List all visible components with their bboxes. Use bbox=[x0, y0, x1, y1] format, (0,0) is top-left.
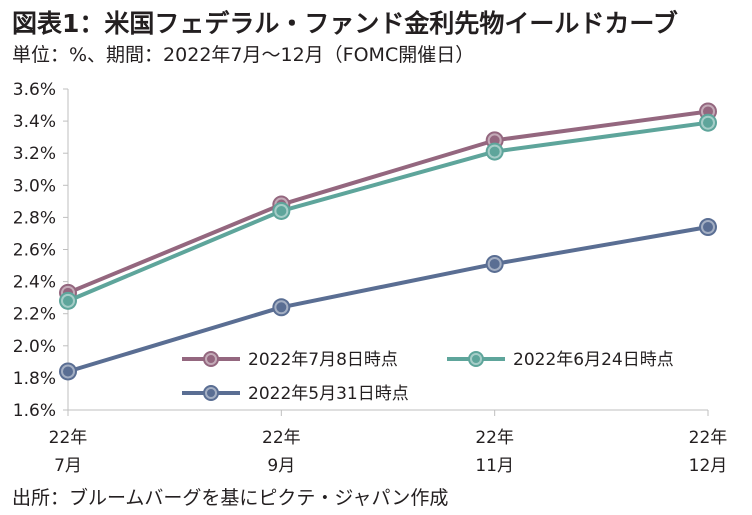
chart-source: 出所：ブルームバーグを基にピクテ・ジャパン作成 bbox=[12, 487, 449, 509]
y-tick-label: 2.6% bbox=[13, 241, 56, 261]
y-tick-label: 2.0% bbox=[13, 337, 56, 357]
data-point-ring bbox=[61, 293, 75, 308]
x-tick-label-month: 12月 bbox=[689, 456, 728, 476]
data-point bbox=[699, 218, 717, 237]
data-point-ring bbox=[274, 300, 289, 315]
x-tick-label-month: 11月 bbox=[475, 456, 514, 476]
y-tick-label: 2.2% bbox=[13, 305, 56, 325]
x-tick-label-year: 22年 bbox=[262, 428, 301, 448]
data-point bbox=[272, 201, 291, 220]
data-point bbox=[485, 142, 504, 161]
x-tick-label-year: 22年 bbox=[475, 428, 514, 448]
y-tick-label: 3.6% bbox=[13, 80, 56, 100]
x-tick-label-month: 9月 bbox=[267, 456, 295, 476]
series-line-2 bbox=[67, 120, 709, 303]
data-point-ring bbox=[487, 144, 502, 159]
legend-swatch-marker bbox=[203, 351, 219, 367]
y-tick-label: 3.0% bbox=[13, 176, 56, 196]
data-point bbox=[272, 298, 291, 317]
data-point bbox=[485, 254, 504, 273]
y-tick-label: 1.6% bbox=[13, 401, 56, 421]
data-point-ring bbox=[274, 203, 289, 218]
legend-label: 2022年5月31日時点 bbox=[248, 384, 409, 404]
y-tick-label: 3.4% bbox=[13, 112, 56, 132]
legend-swatch-ring bbox=[205, 387, 217, 399]
y-tick-label: 2.8% bbox=[13, 208, 56, 228]
series-line-1 bbox=[67, 109, 709, 295]
legend-label: 2022年7月8日時点 bbox=[248, 350, 398, 370]
y-tick-label: 3.2% bbox=[13, 144, 56, 164]
legend-swatch-ring bbox=[205, 353, 217, 365]
data-point bbox=[699, 113, 717, 132]
chart-title: 図表1：米国フェデラル・ファンド金利先物イールドカーブ bbox=[12, 9, 678, 38]
data-point-ring bbox=[701, 220, 715, 235]
x-tick-label-year: 22年 bbox=[49, 428, 88, 448]
legend-swatch-marker bbox=[468, 351, 484, 367]
data-point-ring bbox=[487, 256, 502, 271]
legend-swatch-marker bbox=[203, 385, 219, 401]
chart-subtitle: 単位：%、期間：2022年7月～12月（FOMC開催日） bbox=[12, 44, 475, 66]
data-point-ring bbox=[701, 115, 715, 130]
legend-swatch-ring bbox=[470, 353, 482, 365]
data-point-ring bbox=[61, 364, 75, 379]
data-point bbox=[59, 362, 77, 381]
x-tick-label-month: 7月 bbox=[54, 456, 82, 476]
legend-label: 2022年6月24日時点 bbox=[513, 350, 674, 370]
y-tick-label: 2.4% bbox=[13, 273, 56, 293]
series-line-3 bbox=[67, 225, 709, 374]
y-tick-label: 1.8% bbox=[13, 369, 56, 389]
data-point bbox=[59, 291, 77, 310]
x-tick-label-year: 22年 bbox=[689, 428, 728, 448]
